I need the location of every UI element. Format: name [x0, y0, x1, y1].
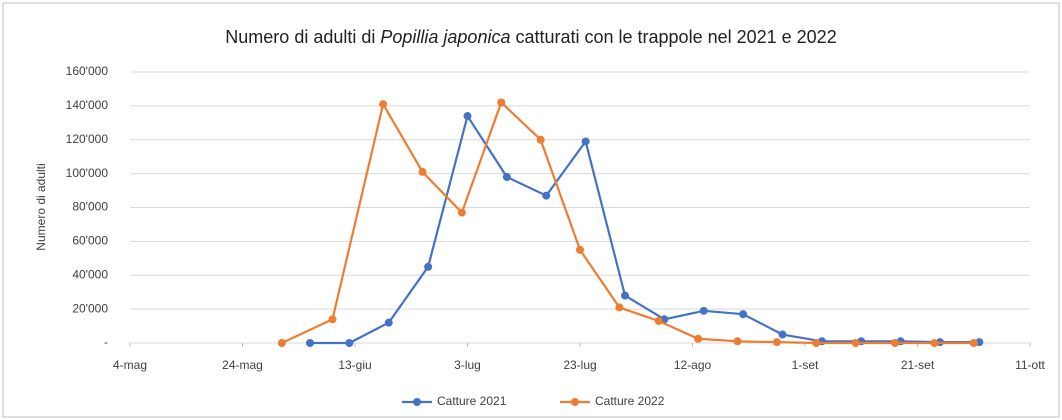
data-point [424, 262, 433, 271]
data-point [497, 98, 506, 107]
x-tick-label: 4-mag [113, 358, 147, 372]
data-point [930, 339, 939, 347]
data-point [699, 306, 708, 315]
legend-label: Catture 2021 [437, 394, 507, 408]
data-point [891, 339, 899, 347]
series-line [281, 100, 974, 345]
x-tick-label: 13-giu [338, 358, 371, 372]
y-tick-label: 160'000 [66, 64, 109, 78]
data-point [457, 208, 466, 217]
data-point [542, 191, 551, 200]
data-point [694, 334, 703, 343]
data-point [739, 310, 748, 319]
y-tick-label: 60'000 [72, 234, 108, 248]
data-point [502, 173, 511, 182]
title-part: Numero di adulti di [225, 27, 375, 47]
data-point [615, 303, 624, 312]
data-point [277, 339, 286, 347]
legend-marker [413, 398, 421, 406]
x-tick-label: 21-set [901, 358, 935, 372]
y-axis-label: Numero di adulti [34, 163, 48, 250]
x-tick-label: 11-ott [1015, 358, 1045, 372]
data-point [733, 337, 742, 346]
y-tick-label: 140'000 [66, 98, 109, 112]
x-tick-label: 3-lug [454, 358, 481, 372]
x-tick-label: 12-ago [674, 358, 712, 372]
data-point [851, 339, 860, 347]
data-point [463, 112, 472, 121]
x-tick-label: 23-lug [563, 358, 596, 372]
data-point [654, 316, 663, 325]
y-tick-label: 20'000 [72, 301, 108, 315]
data-point [384, 318, 393, 327]
title-italic: Popillia japonica [380, 27, 510, 47]
data-point [328, 315, 337, 324]
data-point [536, 135, 545, 144]
series-line [310, 113, 980, 345]
y-tick-label: 40'000 [72, 267, 108, 281]
data-point [379, 100, 388, 109]
data-point [778, 330, 787, 339]
legend-marker [571, 398, 579, 406]
data-point [621, 291, 629, 300]
data-point [576, 245, 584, 254]
data-point [969, 339, 978, 347]
y-tick-label: 120'000 [66, 132, 109, 146]
title-part: catturati con le trappole nel 2021 e 202… [515, 27, 836, 47]
y-tick-label: - [104, 335, 108, 349]
data-point [772, 338, 781, 347]
x-tick-label: 24-mag [222, 358, 263, 372]
legend-label: Catture 2022 [595, 394, 665, 408]
chart-title: Numero di adulti di Popillia japonica catt… [225, 27, 836, 47]
y-tick-label: 100'000 [66, 166, 109, 180]
y-tick-label: 80'000 [72, 200, 108, 214]
data-point [812, 339, 821, 347]
data-point [581, 137, 590, 146]
data-point [306, 339, 314, 347]
x-tick-label: 1-set [792, 358, 819, 372]
data-point [418, 167, 427, 176]
data-point [345, 339, 354, 347]
